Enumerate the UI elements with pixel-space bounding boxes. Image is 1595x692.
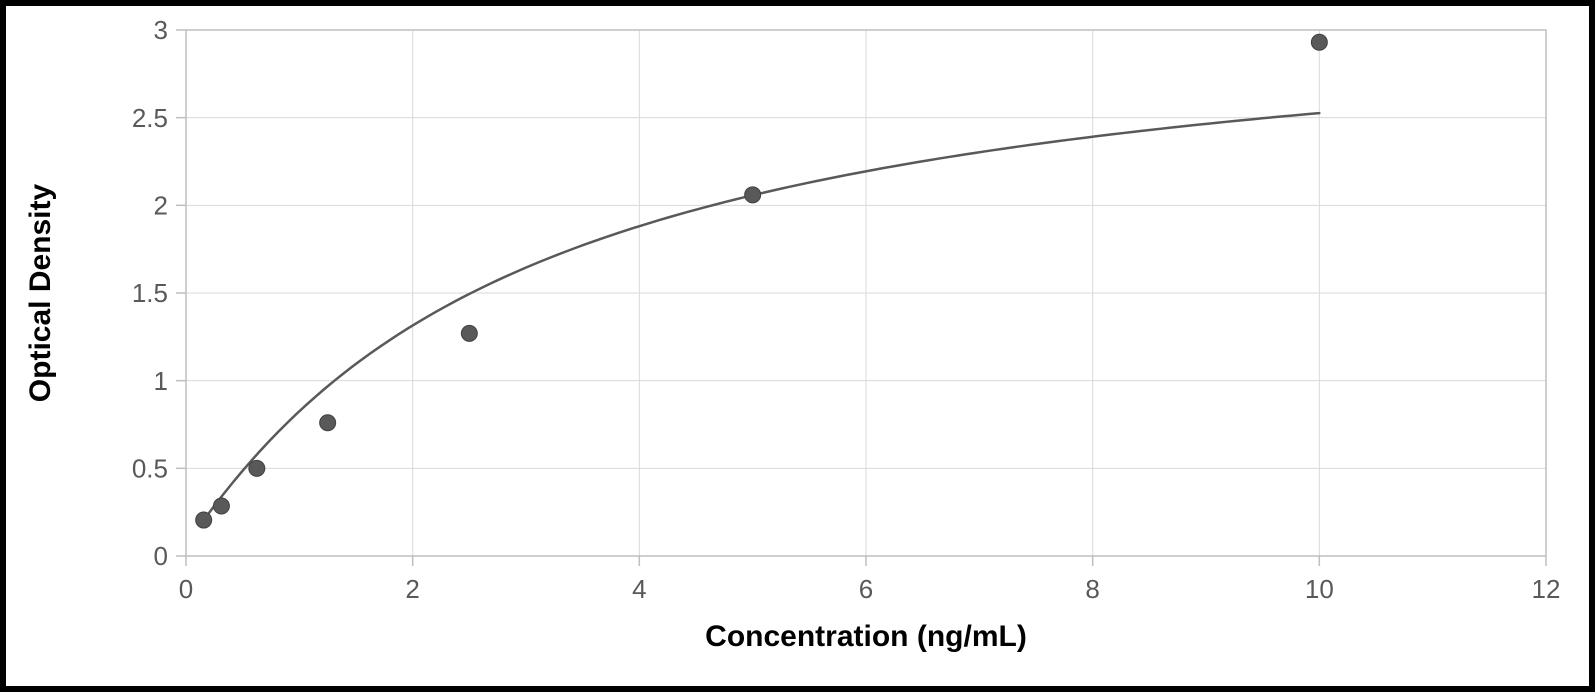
- data-point: [320, 415, 336, 431]
- x-tick-label: 6: [859, 574, 873, 604]
- x-tick-label: 10: [1305, 574, 1334, 604]
- y-tick-label: 0.5: [132, 453, 168, 483]
- y-tick-label: 1.5: [132, 278, 168, 308]
- y-tick-label: 3: [154, 15, 168, 45]
- x-tick-label: 2: [405, 574, 419, 604]
- y-tick-label: 2.5: [132, 103, 168, 133]
- data-point: [213, 498, 229, 514]
- chart-frame: 0 2 4 6 8 10 12 0 0.5 1 1.5 2 2.5 3 Concentration (ng/…: [0, 0, 1595, 692]
- x-tick-label: 4: [632, 574, 646, 604]
- y-tick-label: 2: [154, 190, 168, 220]
- data-point: [461, 325, 477, 341]
- data-point: [745, 187, 761, 203]
- data-point: [249, 460, 265, 476]
- y-tick-label: 0: [154, 541, 168, 571]
- x-tick-label: 8: [1085, 574, 1099, 604]
- chart-svg: 0 2 4 6 8 10 12 0 0.5 1 1.5 2 2.5 3 Concentration (ng/…: [6, 6, 1589, 686]
- x-axis-label: Concentration (ng/mL): [705, 620, 1027, 653]
- data-point: [1311, 34, 1327, 50]
- x-tick-label: 12: [1532, 574, 1561, 604]
- data-point: [196, 512, 212, 528]
- x-tick-label: 0: [179, 574, 193, 604]
- y-tick-label: 1: [154, 366, 168, 396]
- y-axis-label: Optical Density: [24, 183, 57, 402]
